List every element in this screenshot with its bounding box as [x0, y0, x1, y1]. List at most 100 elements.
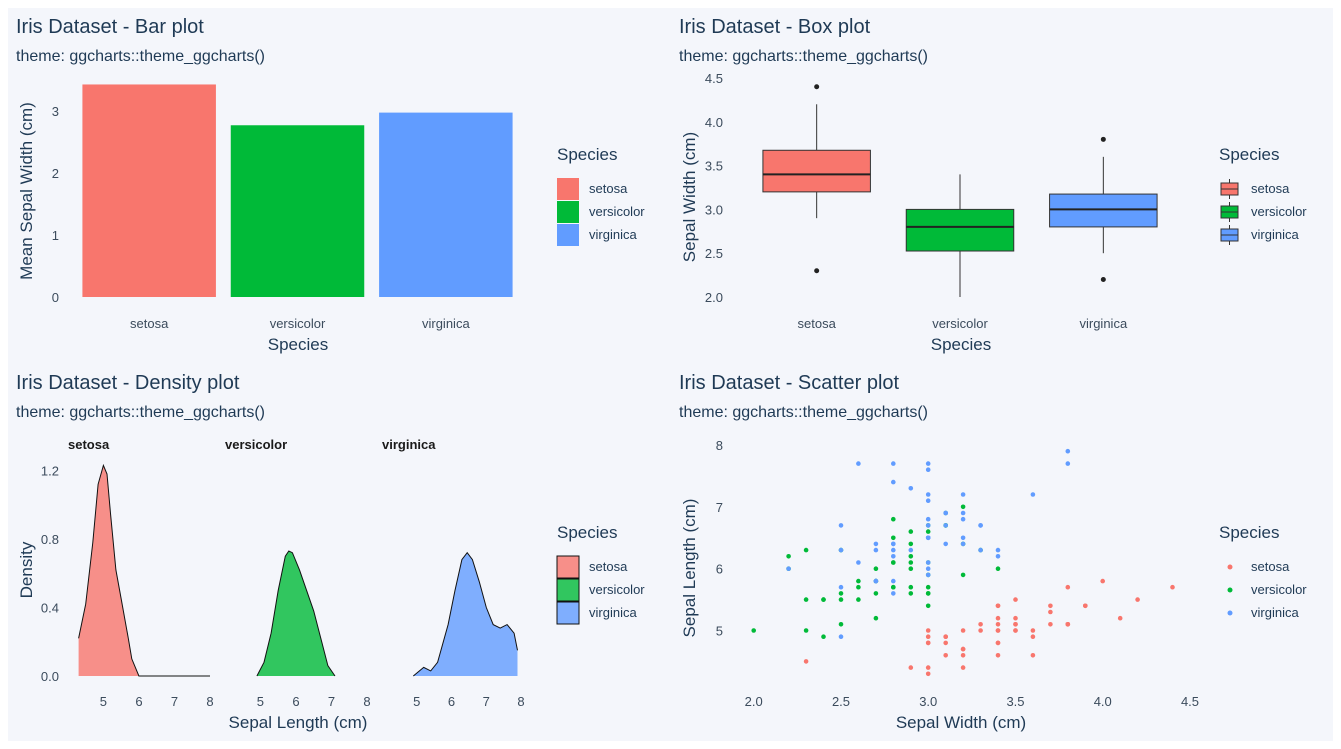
scatter-point-virginica: [856, 560, 861, 565]
bar-chart-y-axis-title: Mean Sepal Width (cm): [17, 102, 36, 280]
legend-title: Species: [557, 145, 617, 164]
scatter-point-versicolor: [925, 591, 931, 596]
legend-title: Species: [557, 523, 617, 542]
scatter-point-versicolor: [821, 597, 826, 602]
bar-chart-title: Iris Dataset - Bar plot: [16, 16, 204, 38]
x-tick-label: 4.5: [1181, 694, 1199, 709]
legend-label-versicolor: versicolor: [1251, 582, 1307, 597]
scatter-point-setosa: [1013, 622, 1018, 627]
scatter-point-versicolor: [891, 535, 896, 541]
x-tick-label: versicolor: [932, 316, 988, 331]
scatter-point-versicolor: [751, 628, 756, 633]
density-chart-y-axis-title: Density: [17, 541, 36, 598]
scatter-point-setosa: [1013, 597, 1018, 602]
scatter-point-virginica: [960, 510, 966, 516]
box-chart-boxes: [762, 84, 1158, 297]
scatter-point-setosa: [1065, 622, 1071, 627]
scatter-point-virginica: [1030, 492, 1036, 497]
scatter-point-virginica: [925, 572, 931, 578]
box-outlier-virginica: [1100, 276, 1106, 282]
legend-key-setosa: [1227, 564, 1233, 570]
scatter-point-virginica: [925, 492, 931, 497]
scatter-point-versicolor: [908, 584, 914, 590]
scatter-point-versicolor: [925, 584, 931, 590]
scatter-point-virginica: [960, 492, 966, 497]
scatter-point-versicolor: [838, 622, 844, 627]
y-tick-label: 0.4: [41, 601, 59, 616]
density-chart-y-ticks: 0.0 0.4 0.8 1.2: [41, 464, 59, 684]
scatter-point-versicolor: [908, 560, 914, 565]
scatter-point-setosa: [960, 646, 966, 652]
scatter-point-virginica: [891, 479, 896, 485]
bar-setosa: [82, 84, 216, 298]
legend-label-virginica: virginica: [589, 227, 637, 242]
scatter-point-versicolor: [856, 584, 861, 590]
scatter-point-virginica: [960, 516, 966, 522]
scatter-point-versicolor: [925, 603, 931, 609]
scatter-point-setosa: [960, 665, 966, 670]
scatter-point-virginica: [908, 486, 914, 491]
legend-label-versicolor: versicolor: [1251, 204, 1307, 219]
box-chart-subtitle: theme: ggcharts::theme_ggcharts(): [679, 48, 928, 65]
density-area-setosa: [78, 465, 210, 676]
box-chart-title: Iris Dataset - Box plot: [679, 16, 871, 38]
x-tick-label: 3.0: [919, 694, 937, 709]
figure-panel: [8, 8, 1333, 741]
bar-chart-bars: [82, 84, 513, 298]
y-tick-label: 3: [52, 104, 59, 119]
scatter-point-virginica: [891, 578, 896, 584]
scatter-chart-y-axis-title: Sepal Length (cm): [680, 499, 699, 638]
scatter-point-setosa: [978, 622, 983, 627]
scatter-point-virginica: [943, 523, 948, 528]
scatter-point-versicolor: [891, 584, 896, 590]
scatter-point-setosa: [943, 640, 948, 646]
scatter-chart-x-axis-title: Sepal Width (cm): [896, 713, 1026, 732]
scatter-point-virginica: [925, 535, 931, 541]
scatter-point-setosa: [978, 628, 983, 633]
density-facet-setosa: setosa 5 6 7 8: [68, 437, 214, 709]
legend-title: Species: [1219, 523, 1279, 542]
scatter-point-setosa: [1135, 597, 1140, 602]
x-tick-label: 7: [171, 694, 178, 709]
legend-label-setosa: setosa: [1251, 559, 1290, 574]
density-area-versicolor: [256, 551, 335, 676]
facet-strip-label: setosa: [68, 437, 110, 452]
scatter-point-virginica: [925, 560, 931, 565]
scatter-point-versicolor: [925, 529, 931, 534]
x-tick-label: virginica: [422, 316, 470, 331]
legend-key-versicolor: [1227, 587, 1233, 593]
scatter-point-setosa: [995, 615, 1001, 621]
scatter-point-versicolor: [803, 547, 809, 553]
scatter-point-virginica: [960, 535, 966, 541]
legend-label-setosa: setosa: [589, 559, 628, 574]
x-tick-label: setosa: [798, 316, 837, 331]
scatter-point-virginica: [838, 523, 844, 528]
y-tick-label: 5: [716, 624, 723, 639]
scatter-point-setosa: [1030, 634, 1036, 639]
scatter-point-virginica: [960, 541, 966, 547]
x-tick-label: 8: [363, 694, 370, 709]
scatter-point-versicolor: [960, 572, 966, 578]
density-facet-virginica: virginica 5 6 7 8: [382, 437, 525, 709]
scatter-point-setosa: [1048, 603, 1053, 609]
scatter-chart-x-ticks: 2.0 2.5 3.0 3.5 4.0 4.5: [745, 694, 1199, 709]
box-chart-legend: Species setosa versicolor virginica: [1219, 145, 1307, 245]
scatter-point-virginica: [891, 461, 896, 466]
scatter-point-setosa: [925, 665, 931, 670]
scatter-point-virginica: [995, 547, 1001, 553]
scatter-point-versicolor: [873, 591, 879, 596]
scatter-point-versicolor: [838, 597, 844, 602]
scatter-point-versicolor: [891, 516, 896, 522]
scatter-point-virginica: [891, 554, 896, 559]
y-tick-label: 2.0: [705, 290, 723, 305]
x-tick-label: 5: [100, 694, 107, 709]
x-tick-label: 8: [517, 694, 524, 709]
box-chart-x-axis-title: Species: [931, 335, 991, 354]
box-chart-y-axis-title: Sepal Width (cm): [680, 132, 699, 262]
scatter-point-versicolor: [838, 591, 844, 596]
x-tick-label: virginica: [1079, 316, 1127, 331]
scatter-point-setosa: [960, 653, 966, 658]
y-tick-label: 4.5: [705, 71, 723, 86]
scatter-point-virginica: [978, 523, 983, 528]
scatter-chart-legend: Species setosa versicolor virginica: [1219, 523, 1307, 620]
